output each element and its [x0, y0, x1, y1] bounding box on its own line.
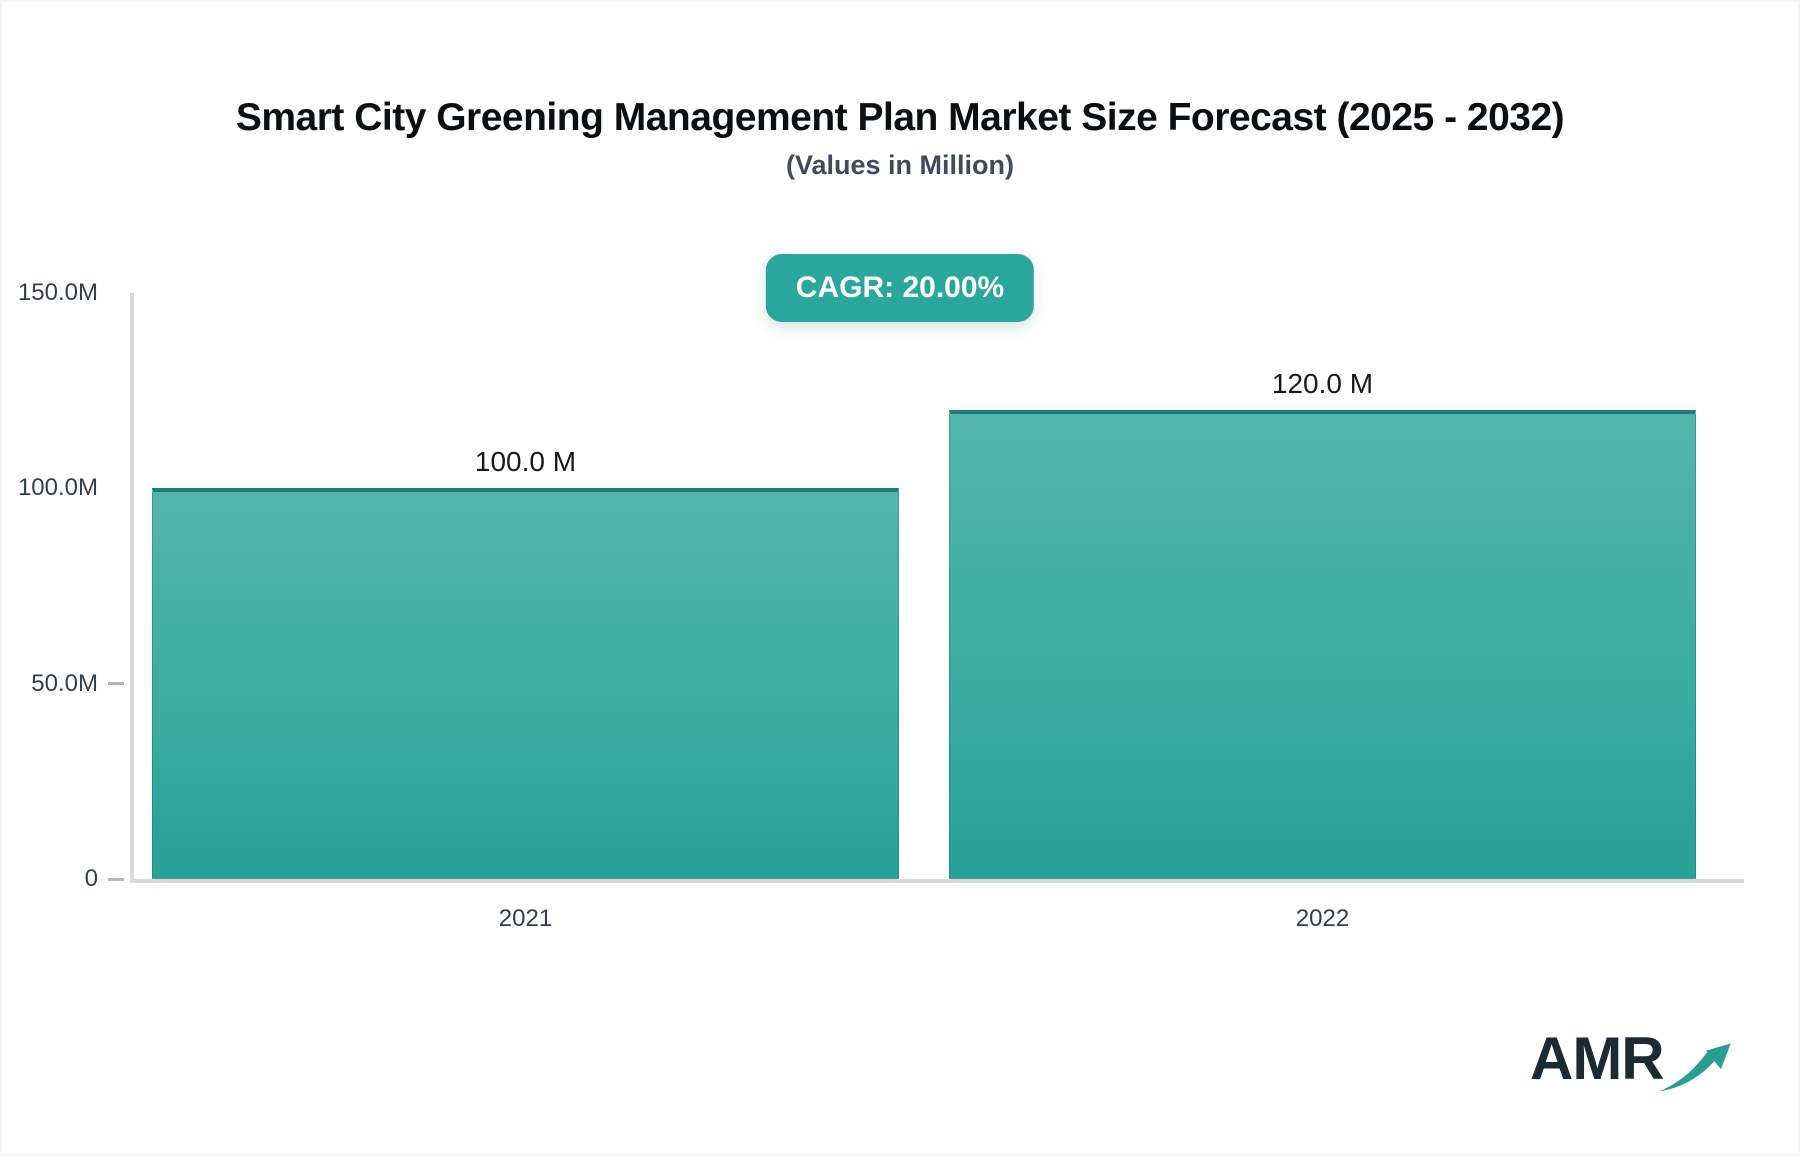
amr-logo-arrow-icon	[1658, 1043, 1731, 1092]
amr-logo-text: AMR	[1530, 1025, 1665, 1092]
y-axis-label: 50.0M	[31, 669, 98, 697]
bar-2021	[152, 488, 899, 879]
x-axis-label: 2021	[498, 905, 553, 932]
bar-2022	[949, 410, 1696, 879]
x-axis-label: 2022	[1295, 905, 1350, 932]
bar-value-label: 120.0 M	[1271, 368, 1374, 400]
y-axis-tick-mark	[108, 682, 124, 686]
amr-logo: AMR	[1530, 1028, 1732, 1094]
y-axis-label: 100.0M	[17, 474, 98, 502]
y-axis-tick-mark	[108, 877, 124, 881]
chart-title: Smart City Greening Management Plan Mark…	[235, 96, 1565, 139]
x-axis-line	[130, 879, 1744, 883]
y-axis-label: 0	[84, 865, 98, 892]
y-axis-line	[130, 293, 134, 883]
chart-subtitle: (Values in Million)	[785, 150, 1015, 180]
cagr-badge: CAGR: 20.00%	[765, 254, 1035, 322]
bar-value-label: 100.0 M	[474, 446, 577, 478]
y-axis-label: 150.0M	[17, 279, 98, 306]
